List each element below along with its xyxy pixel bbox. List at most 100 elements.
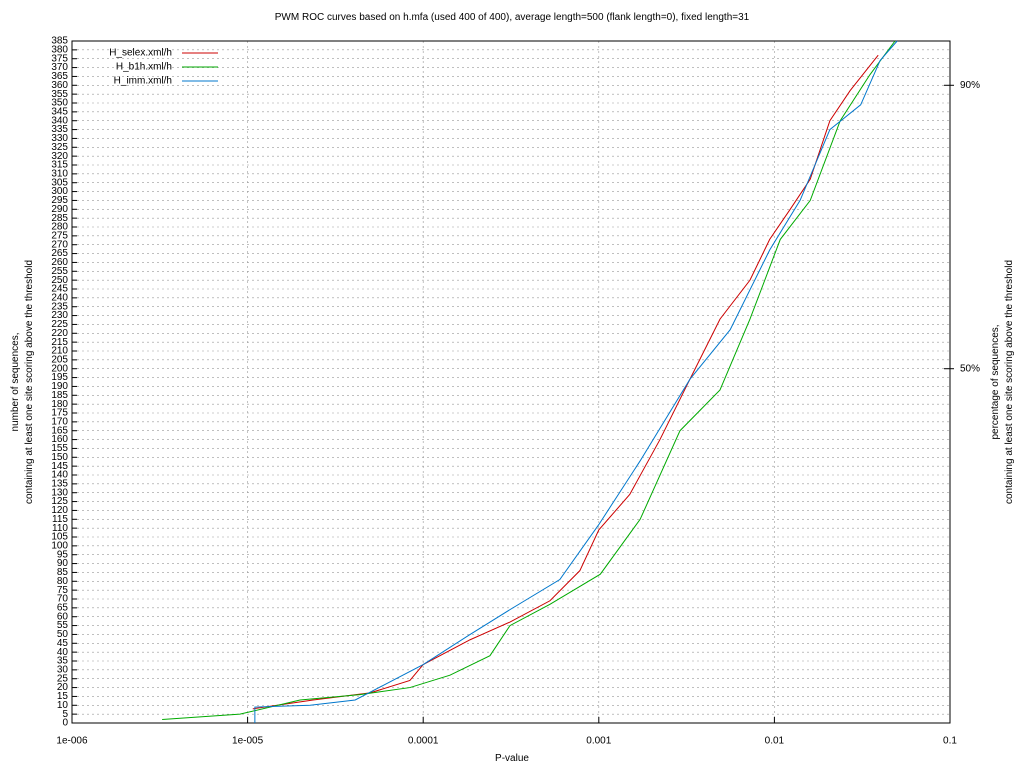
- y-tick-label: 285: [51, 213, 68, 224]
- y-axis-label: number of sequences, containing at least…: [10, 260, 35, 504]
- y-tick-label: 245: [51, 284, 68, 295]
- y2-tick-label: 50%: [960, 363, 980, 374]
- y-tick-label: 200: [51, 363, 68, 374]
- y-tick-label: 180: [51, 399, 68, 410]
- x-tick-label: 1e-006: [56, 736, 88, 747]
- y2-axis-label: percentage of sequences, containing at l…: [990, 260, 1015, 504]
- y-tick-label: 345: [51, 106, 68, 117]
- y2-tick-label: 90%: [960, 80, 980, 91]
- y-tick-label: 350: [51, 98, 68, 109]
- y-tick-label: 335: [51, 124, 68, 135]
- y-axis-label-line: containing at least one site scoring abo…: [24, 260, 35, 504]
- y-tick-label: 120: [51, 505, 68, 516]
- y-tick-label: 55: [57, 620, 69, 631]
- legend-label: H_b1h.xml/h: [116, 62, 172, 73]
- y-tick-label: 155: [51, 443, 68, 454]
- x-tick-label: 0.1: [943, 736, 957, 747]
- y-tick-label: 15: [57, 691, 69, 702]
- y2-axis-label-line: percentage of sequences,: [990, 324, 1001, 439]
- series-line: [252, 54, 879, 710]
- x-tick-label: 0.001: [586, 736, 611, 747]
- y-tick-label: 115: [52, 514, 68, 525]
- y-tick-label: 370: [51, 62, 68, 73]
- y-tick-label: 10: [57, 700, 69, 711]
- plot-border: [71, 40, 951, 724]
- y-tick-label: 315: [51, 160, 68, 171]
- y-tick-label: 20: [57, 682, 69, 693]
- y-tick-label: 360: [51, 80, 68, 91]
- y-tick-label: 105: [51, 532, 68, 543]
- y-tick-label: 190: [51, 381, 68, 392]
- legend-label: H_selex.xml/h: [109, 48, 172, 59]
- y-tick-label: 135: [51, 478, 68, 489]
- y-tick-label: 140: [51, 470, 68, 481]
- y-tick-label: 75: [57, 585, 69, 596]
- y-tick-label: 330: [51, 133, 68, 144]
- y-tick-label: 185: [51, 390, 68, 401]
- legend-label: H_imm.xml/h: [114, 76, 172, 87]
- x-axis-label: P-value: [495, 753, 529, 764]
- y-tick-label: 220: [51, 328, 68, 339]
- x-tick-label: 1e-005: [232, 736, 264, 747]
- y-tick-label: 260: [51, 257, 68, 268]
- chart-title: PWM ROC curves based on h.mfa (used 400 …: [275, 12, 750, 23]
- y-tick-label: 175: [51, 408, 68, 419]
- y-tick-label: 320: [51, 151, 68, 162]
- y-tick-label: 205: [51, 354, 68, 365]
- series-line: [162, 40, 896, 720]
- y-tick-label: 85: [57, 567, 69, 578]
- y-tick-label: 5: [62, 709, 68, 720]
- y-tick-label: 45: [57, 638, 69, 649]
- y-tick-label: 35: [57, 656, 69, 667]
- y-tick-label: 0: [62, 718, 68, 729]
- y-tick-label: 70: [57, 594, 69, 605]
- x-tick-label: 0.01: [765, 736, 785, 747]
- y-tick-label: 100: [51, 540, 68, 551]
- x-tick-label: 0.0001: [408, 736, 439, 747]
- y-tick-label: 310: [51, 168, 68, 179]
- y-tick-label: 95: [57, 549, 69, 560]
- y-tick-label: 340: [51, 115, 68, 126]
- y-tick-label: 40: [57, 647, 69, 658]
- y-tick-label: 355: [51, 89, 68, 100]
- y-tick-label: 65: [57, 602, 69, 613]
- y-tick-label: 225: [51, 319, 68, 330]
- y-tick-label: 110: [52, 523, 68, 534]
- y-tick-label: 165: [51, 425, 68, 436]
- y-tick-label: 25: [57, 673, 69, 684]
- y-tick-label: 30: [57, 664, 69, 675]
- y-tick-label: 365: [51, 71, 68, 82]
- y-tick-label: 380: [51, 44, 68, 55]
- y-tick-label: 385: [51, 36, 68, 47]
- y-tick-label: 130: [51, 487, 68, 498]
- y-tick-label: 300: [51, 186, 68, 197]
- y-tick-label: 50: [57, 629, 69, 640]
- y-tick-label: 290: [51, 204, 68, 215]
- y-tick-label: 80: [57, 576, 69, 587]
- y-tick-label: 270: [51, 239, 68, 250]
- y-tick-label: 280: [51, 222, 68, 233]
- y-tick-label: 215: [51, 337, 68, 348]
- y-tick-label: 125: [51, 496, 68, 507]
- y-tick-label: 275: [51, 230, 68, 241]
- y-tick-label: 150: [51, 452, 68, 463]
- y-tick-label: 325: [51, 142, 68, 153]
- y-tick-label: 145: [51, 461, 68, 472]
- y-axis-label-line: number of sequences,: [10, 333, 21, 432]
- y-tick-label: 170: [51, 416, 68, 427]
- y-tick-label: 90: [57, 558, 69, 569]
- y-tick-label: 375: [51, 53, 68, 64]
- y-tick-label: 250: [51, 275, 68, 286]
- y-tick-label: 240: [51, 292, 68, 303]
- y2-axis-label-line: containing at least one site scoring abo…: [1004, 260, 1015, 504]
- y-tick-label: 210: [51, 346, 68, 357]
- y-tick-label: 305: [51, 177, 68, 188]
- y-tick-label: 160: [51, 434, 68, 445]
- y-tick-label: 195: [51, 372, 68, 383]
- y-tick-label: 265: [51, 248, 68, 259]
- y-tick-label: 255: [51, 266, 68, 277]
- y-tick-label: 60: [57, 611, 69, 622]
- series-line: [254, 40, 898, 723]
